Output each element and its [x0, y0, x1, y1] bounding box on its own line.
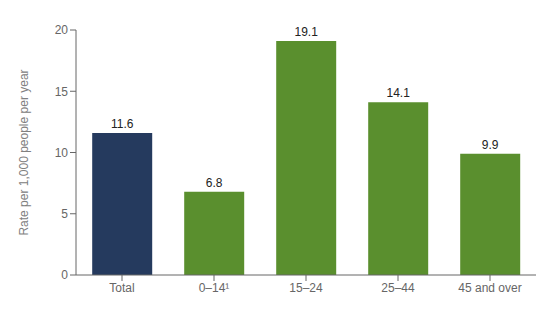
svg-text:25–44: 25–44 [381, 281, 415, 295]
svg-text:0: 0 [61, 268, 68, 282]
svg-text:0–14¹: 0–14¹ [199, 281, 230, 295]
svg-text:15: 15 [55, 85, 69, 99]
svg-text:Rate per 1,000 people per year: Rate per 1,000 people per year [17, 69, 31, 235]
svg-text:15–24: 15–24 [289, 281, 323, 295]
svg-text:10: 10 [55, 146, 69, 160]
svg-text:19.1: 19.1 [295, 25, 319, 39]
svg-text:45 and over: 45 and over [458, 281, 521, 295]
svg-text:11.6: 11.6 [111, 117, 134, 131]
svg-text:14.1: 14.1 [387, 86, 411, 100]
svg-text:5: 5 [61, 207, 68, 221]
svg-text:20: 20 [55, 23, 69, 37]
svg-text:Total: Total [109, 281, 134, 295]
svg-text:6.8: 6.8 [206, 176, 223, 190]
svg-text:9.9: 9.9 [482, 138, 499, 152]
